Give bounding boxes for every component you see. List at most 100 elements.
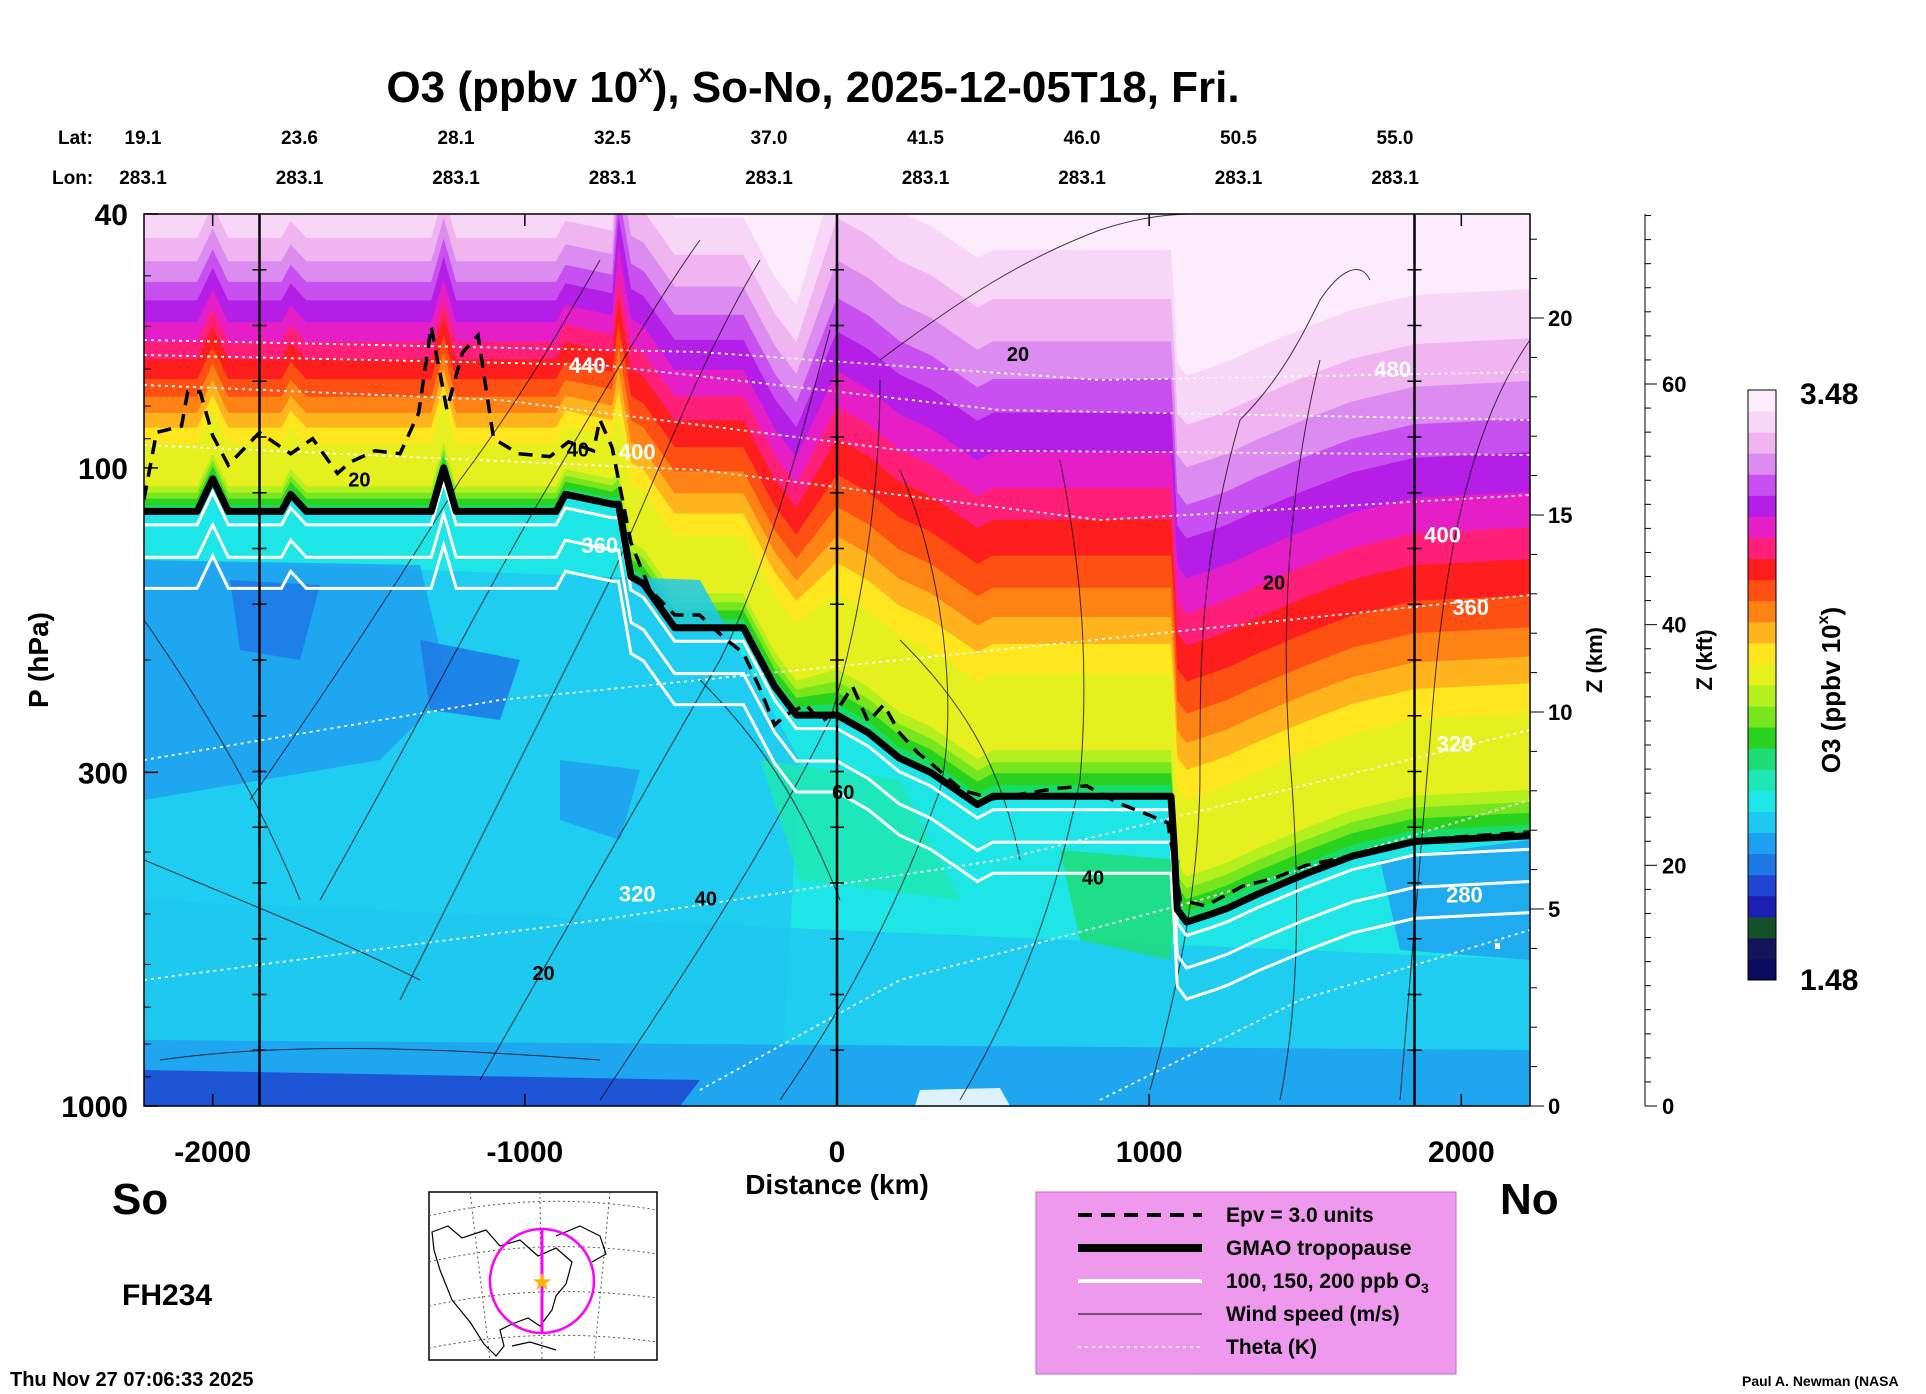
colorbar (1747, 389, 1777, 981)
lat-value: 19.1 (125, 128, 162, 149)
north-end-label: No (1500, 1175, 1559, 1224)
wind-contour-label: 20 (1263, 572, 1285, 594)
y-axis-label: P (hPa) (23, 612, 54, 708)
wind-contour (1399, 339, 1530, 1101)
wind-contour (319, 239, 701, 901)
ozone-isoline (144, 539, 1530, 1001)
y-axis: 40 100 300 1000 (61, 199, 158, 1124)
theta-contour-label: 360 (581, 533, 618, 558)
theta-contour-label: 440 (569, 353, 606, 378)
x-tick-label: -2000 (174, 1136, 251, 1169)
lon-value: 283.1 (119, 168, 167, 189)
colorbar-label: O3 (ppbv 10x) (1815, 607, 1846, 773)
wind-contour (779, 469, 949, 1101)
colorbar-swatch (1748, 390, 1776, 412)
colorbar-swatch (1748, 727, 1776, 749)
wind-contour-label: 20 (348, 470, 370, 492)
colorbar-swatch (1748, 958, 1776, 981)
z-km-tick-label: 15 (1548, 503, 1572, 528)
z-kft-tick-label: 20 (1662, 853, 1686, 878)
colorbar-swatch (1748, 685, 1776, 707)
colorbar-swatch (1748, 411, 1776, 433)
ozone-isoline (144, 475, 1530, 938)
colorbar-swatch (1748, 874, 1776, 897)
lat-header-label: Lat: (58, 128, 93, 149)
wind-contour (479, 329, 831, 1081)
x-tick-label: 1000 (1116, 1136, 1183, 1169)
wind-contour (144, 619, 301, 901)
colorbar-max-label: 3.48 (1800, 378, 1858, 411)
wind-contour-label: 60 (832, 782, 854, 804)
colorbar-swatch (1748, 537, 1776, 560)
lon-value: 283.1 (902, 168, 950, 189)
z-km-tick-label: 20 (1548, 306, 1572, 331)
ozone-patch (560, 760, 640, 840)
tropopause-line (144, 464, 1530, 926)
z-km-axis: 0 5 10 15 20 (1529, 214, 1572, 1119)
forecast-hour-label: FH234 (122, 1279, 212, 1312)
colorbar-swatch (1748, 558, 1776, 581)
wind-contour-label: 20 (1007, 344, 1029, 366)
y-tick-label: 100 (78, 453, 128, 486)
colorbar-swatch (1748, 453, 1776, 475)
z-km-axis-label: Z (km) (1582, 627, 1607, 693)
colorbar-swatch (1748, 895, 1776, 918)
inset-map: ★ (428, 1191, 658, 1361)
wind-contour-label: 40 (1082, 868, 1104, 890)
lon-value: 283.1 (1058, 168, 1106, 189)
colorbar-swatch (1748, 579, 1776, 602)
lon-value: 283.1 (745, 168, 793, 189)
lon-value: 283.1 (1215, 168, 1263, 189)
colorbar-min-label: 1.48 (1800, 964, 1858, 997)
lon-value: 283.1 (276, 168, 324, 189)
lat-lon-header: 19.1 283.1 23.6 283.1 28.1 283.1 32.5 283.1 37.0… (119, 128, 1419, 189)
theta-contour (144, 339, 1530, 381)
ozone-patch (420, 640, 520, 720)
colorbar-swatch (1748, 832, 1776, 855)
wind-contour (159, 1047, 601, 1061)
lat-value: 55.0 (1377, 128, 1414, 149)
wind-speed-contours (144, 214, 1530, 1101)
colorbar-swatch (1748, 748, 1776, 770)
lat-value: 37.0 (751, 128, 788, 149)
colorbar-swatch (1748, 621, 1776, 644)
colorbar-swatch (1748, 474, 1776, 496)
z-km-tick-label: 0 (1548, 1094, 1560, 1119)
theta-contour (144, 444, 1530, 521)
legend-label: Theta (K) (1226, 1336, 1317, 1359)
colorbar-swatch (1748, 811, 1776, 833)
wind-contour (879, 214, 1240, 361)
ozone-patch (1060, 850, 1180, 960)
theta-contour-label: 400 (1424, 523, 1461, 548)
wind-contour-label: 40 (695, 888, 717, 910)
colorbar-swatch (1748, 600, 1776, 623)
theta-contour (699, 799, 1530, 1091)
south-end-label: So (112, 1175, 168, 1224)
z-km-tick-label: 5 (1548, 897, 1560, 922)
lat-value: 32.5 (594, 128, 631, 149)
lon-value: 283.1 (432, 168, 480, 189)
ozone-patch (1380, 840, 1530, 960)
wind-contour (144, 859, 421, 981)
ozone-band (144, 214, 1530, 376)
contour-labels: 440 400 360 320 480 400 360 320 280 20 40 20 20 60 40 2… (348, 344, 1489, 985)
vertical-position-markers (252, 214, 1422, 1106)
wind-contour (959, 459, 1085, 1101)
wind-contour (249, 259, 601, 801)
lat-value: 28.1 (438, 128, 475, 149)
colorbar-swatch (1748, 769, 1776, 791)
colorbar-swatch (1748, 706, 1776, 728)
legend-label: 100, 150, 200 ppb O3 (1226, 1270, 1429, 1296)
colorbar-frame (1747, 389, 1777, 981)
wind-contour (699, 679, 841, 901)
z-km-tick-label: 10 (1548, 700, 1572, 725)
x-tick-label: 2000 (1428, 1136, 1495, 1169)
x-axis-label: Distance (km) (745, 1169, 929, 1200)
colorbar-swatch (1748, 516, 1776, 538)
y-tick-label: 1000 (61, 1091, 128, 1124)
lat-value: 50.5 (1220, 128, 1257, 149)
ozone-isoline (144, 508, 1530, 970)
ozone-patch (230, 580, 320, 660)
colorbar-swatch (1748, 853, 1776, 876)
z-kft-tick-label: 0 (1662, 1094, 1674, 1119)
